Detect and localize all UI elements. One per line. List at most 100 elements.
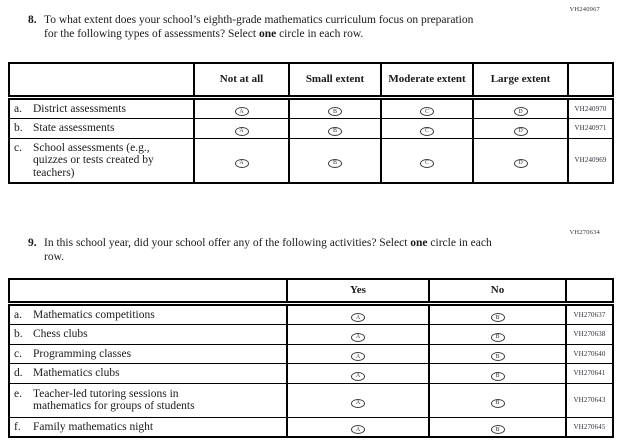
- option-cell: D: [472, 96, 569, 119]
- option-cell: C: [380, 118, 474, 139]
- q8-table: Not at all Small extent Moderate extent …: [8, 62, 614, 184]
- option-cell: A: [286, 343, 430, 364]
- table-row: a. District assessments A B C D VH240970: [8, 96, 614, 119]
- option-cell: C: [380, 137, 474, 184]
- answer-circle[interactable]: B: [490, 313, 505, 323]
- row-label: a. Mathematics competitions: [8, 302, 288, 325]
- row-code: VH270643: [565, 382, 614, 418]
- column-header-moderate-extent: Moderate extent: [380, 62, 474, 100]
- option-cell: B: [288, 137, 382, 184]
- column-header-yes: Yes: [286, 278, 430, 306]
- circle-letter: A: [355, 426, 361, 433]
- row-label: b. Chess clubs: [8, 324, 288, 345]
- option-cell: B: [288, 96, 382, 119]
- row-letter: a.: [14, 308, 22, 321]
- answer-circle[interactable]: C: [420, 126, 434, 136]
- column-header-no: No: [428, 278, 567, 306]
- answer-circle[interactable]: C: [420, 158, 434, 168]
- row-label: d. Mathematics clubs: [8, 363, 288, 384]
- row-code: VH240971: [567, 118, 614, 139]
- table-row: f. Family mathematics night A B VH270645: [8, 416, 614, 438]
- answer-circle[interactable]: D: [513, 158, 528, 168]
- answer-circle[interactable]: B: [490, 425, 505, 435]
- circle-letter: B: [332, 108, 337, 115]
- question-9: VH270634 9. In this school year, did you…: [8, 228, 614, 438]
- row-code: VH270645: [565, 416, 614, 438]
- circle-letter: C: [424, 128, 429, 135]
- circle-letter: A: [355, 334, 361, 341]
- answer-circle[interactable]: B: [490, 352, 505, 362]
- answer-circle[interactable]: B: [490, 398, 505, 408]
- answer-circle[interactable]: A: [234, 107, 249, 117]
- question-8-text-bold: one: [258, 27, 277, 40]
- row-label: e. Teacher-led tutoring sessions in math…: [8, 382, 288, 418]
- circle-letter: D: [518, 160, 523, 167]
- answer-circle[interactable]: A: [234, 126, 249, 136]
- row-code: VH270637: [565, 302, 614, 325]
- row-letter: b.: [14, 328, 23, 340]
- answer-circle[interactable]: A: [234, 158, 249, 168]
- circle-letter: A: [355, 314, 361, 321]
- answer-circle[interactable]: C: [420, 107, 434, 117]
- question-9-line: 9. In this school year, did your school …: [28, 237, 612, 264]
- row-label: c. School assessments (e.g., quizzes or …: [8, 137, 195, 184]
- option-cell: A: [286, 363, 430, 384]
- row-label-text: Chess clubs: [33, 328, 88, 340]
- answer-circle[interactable]: A: [351, 371, 365, 381]
- option-cell: B: [428, 416, 567, 438]
- circle-letter: B: [332, 160, 337, 167]
- answer-circle[interactable]: B: [490, 332, 505, 342]
- answer-circle[interactable]: B: [328, 126, 342, 136]
- answer-circle[interactable]: A: [351, 398, 365, 408]
- option-cell: A: [286, 302, 430, 325]
- answer-circle[interactable]: B: [328, 107, 342, 117]
- row-code: VH240969: [567, 137, 614, 184]
- circle-letter: D: [518, 108, 523, 115]
- question-9-text: In this school year, did your school off…: [44, 237, 496, 264]
- question-8-text: To what extent does your school’s eighth…: [44, 14, 476, 41]
- circle-letter: B: [495, 314, 500, 321]
- answer-circle[interactable]: D: [513, 126, 528, 136]
- question-9-text-bold: one: [410, 237, 428, 249]
- empty-header-cell: [8, 278, 288, 306]
- question-9-text-after: circle in each row.: [44, 237, 492, 263]
- empty-header-cell: [8, 62, 195, 100]
- option-cell: A: [193, 118, 290, 139]
- option-cell: D: [472, 118, 569, 139]
- question-8-code: VH240967: [569, 6, 600, 13]
- circle-letter: B: [495, 400, 500, 406]
- option-cell: B: [428, 343, 567, 364]
- answer-circle[interactable]: A: [351, 352, 365, 362]
- answer-circle[interactable]: B: [490, 371, 505, 381]
- row-code: VH240970: [567, 96, 614, 119]
- circle-letter: D: [518, 128, 523, 135]
- circle-letter: C: [424, 108, 429, 115]
- option-cell: A: [286, 324, 430, 345]
- q9-table: Yes No a. Mathematics competitions A B V…: [8, 278, 614, 438]
- option-cell: D: [472, 137, 569, 184]
- question-8-text-after: circle in each row.: [276, 27, 364, 40]
- row-label: b. State assessments: [8, 118, 195, 139]
- table-row: b. State assessments A B C D VH240971: [8, 118, 614, 139]
- row-label-text: Programming classes: [33, 347, 132, 360]
- column-header-not-at-all: Not at all: [193, 62, 290, 100]
- row-letter: c.: [14, 347, 22, 360]
- table-row: d. Mathematics clubs A B VH270641: [8, 363, 614, 384]
- question-8-line: 8. To what extent does your school’s eig…: [28, 14, 612, 41]
- option-cell: A: [286, 416, 430, 438]
- q9-header-row: Yes No: [8, 278, 614, 306]
- answer-circle[interactable]: A: [351, 425, 365, 435]
- question-9-text-before: In this school year, did your school off…: [44, 237, 411, 249]
- row-code: VH270640: [565, 343, 614, 364]
- answer-circle[interactable]: A: [351, 313, 365, 323]
- row-label: c. Programming classes: [8, 343, 288, 364]
- circle-letter: A: [355, 400, 361, 406]
- row-label: f. Family mathematics night: [8, 416, 288, 438]
- row-code: VH270641: [565, 363, 614, 384]
- row-label-text: Mathematics clubs: [33, 367, 120, 379]
- answer-circle[interactable]: A: [351, 332, 365, 342]
- answer-circle[interactable]: D: [513, 107, 528, 117]
- answer-circle[interactable]: B: [328, 158, 342, 168]
- row-letter: a.: [14, 102, 22, 115]
